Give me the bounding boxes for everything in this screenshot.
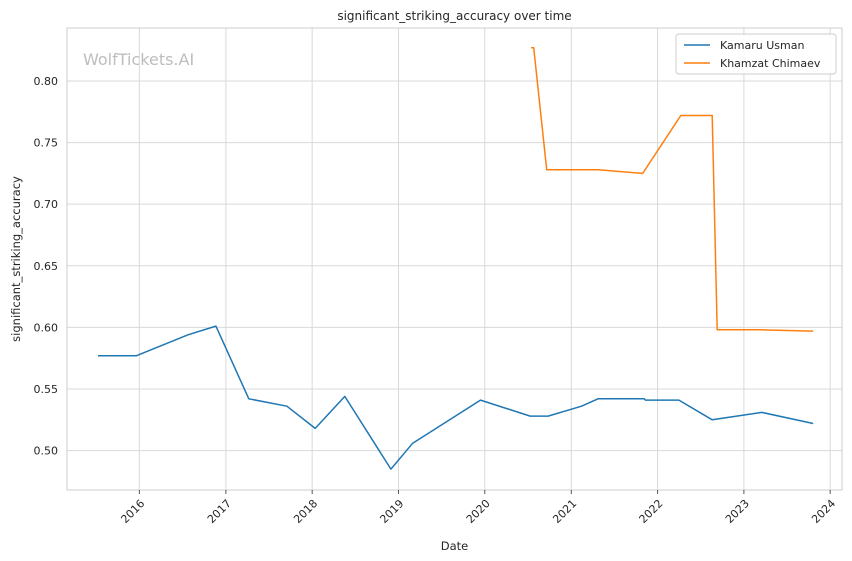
series-layer — [98, 46, 814, 470]
y-axis-label: significant_striking_accuracy — [9, 176, 23, 342]
watermark-text: WolfTickets.AI — [83, 50, 194, 69]
series-line-kamaru-usman — [98, 325, 814, 470]
y-tick-label: 0.60 — [34, 321, 59, 334]
y-tick-label: 0.80 — [34, 75, 59, 88]
legend-label-kamaru-usman: Kamaru Usman — [720, 39, 804, 52]
legend: Kamaru Usman Khamzat Chimaev — [675, 33, 837, 75]
x-axis-label: Date — [441, 539, 469, 553]
y-tick-label: 0.50 — [34, 445, 59, 458]
plot-area-frame — [66, 27, 843, 491]
y-tick-label: 0.55 — [34, 383, 59, 396]
chart-title: significant_striking_accuracy over time — [337, 9, 571, 23]
legend-box — [675, 33, 837, 75]
legend-label-khamzat-chimaev: Khamzat Chimaev — [720, 57, 821, 70]
grid — [67, 28, 842, 490]
y-tick-label: 0.65 — [34, 260, 59, 273]
y-tick-label: 0.75 — [34, 137, 59, 150]
series-line-khamzat-chimaev — [531, 46, 814, 332]
y-tick-label: 0.70 — [34, 198, 59, 211]
